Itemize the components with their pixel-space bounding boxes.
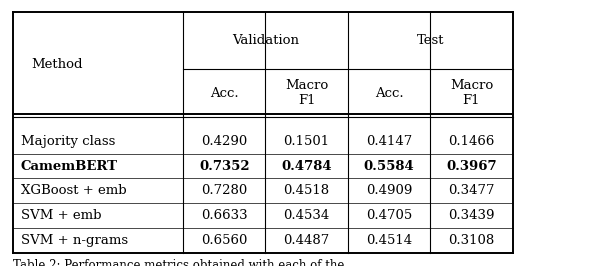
Text: 0.4487: 0.4487 (284, 234, 330, 247)
Text: 0.6560: 0.6560 (201, 234, 247, 247)
Text: Macro
F1: Macro F1 (450, 79, 493, 107)
Text: 0.7352: 0.7352 (199, 160, 250, 173)
Text: 0.7280: 0.7280 (201, 184, 247, 197)
Text: 0.3108: 0.3108 (448, 234, 494, 247)
Text: CamemBERT: CamemBERT (21, 160, 118, 173)
Text: 0.4290: 0.4290 (201, 135, 247, 148)
Text: Method: Method (32, 58, 83, 71)
Text: Macro
F1: Macro F1 (285, 79, 328, 107)
Text: 0.4518: 0.4518 (284, 184, 330, 197)
Text: 0.4147: 0.4147 (366, 135, 412, 148)
Text: 0.4514: 0.4514 (366, 234, 412, 247)
Text: SVM + emb: SVM + emb (21, 209, 101, 222)
Text: 0.4534: 0.4534 (284, 209, 330, 222)
Text: SVM + n-grams: SVM + n-grams (21, 234, 128, 247)
Text: 0.1466: 0.1466 (448, 135, 494, 148)
Text: 0.6633: 0.6633 (201, 209, 247, 222)
Text: 0.3439: 0.3439 (448, 209, 494, 222)
Text: 0.4909: 0.4909 (366, 184, 412, 197)
Text: 0.3967: 0.3967 (446, 160, 497, 173)
Text: Acc.: Acc. (375, 87, 404, 99)
Text: Acc.: Acc. (210, 87, 239, 99)
Text: 0.3477: 0.3477 (448, 184, 494, 197)
Text: Majority class: Majority class (21, 135, 115, 148)
Text: Test: Test (416, 34, 444, 47)
Text: 0.1501: 0.1501 (284, 135, 330, 148)
Text: Validation: Validation (232, 34, 299, 47)
Text: 0.5584: 0.5584 (364, 160, 415, 173)
Text: 0.4784: 0.4784 (281, 160, 332, 173)
Text: XGBoost + emb: XGBoost + emb (21, 184, 126, 197)
Text: 0.4705: 0.4705 (366, 209, 412, 222)
Text: Table 2: Performance metrics obtained with each of the: Table 2: Performance metrics obtained wi… (13, 259, 345, 266)
